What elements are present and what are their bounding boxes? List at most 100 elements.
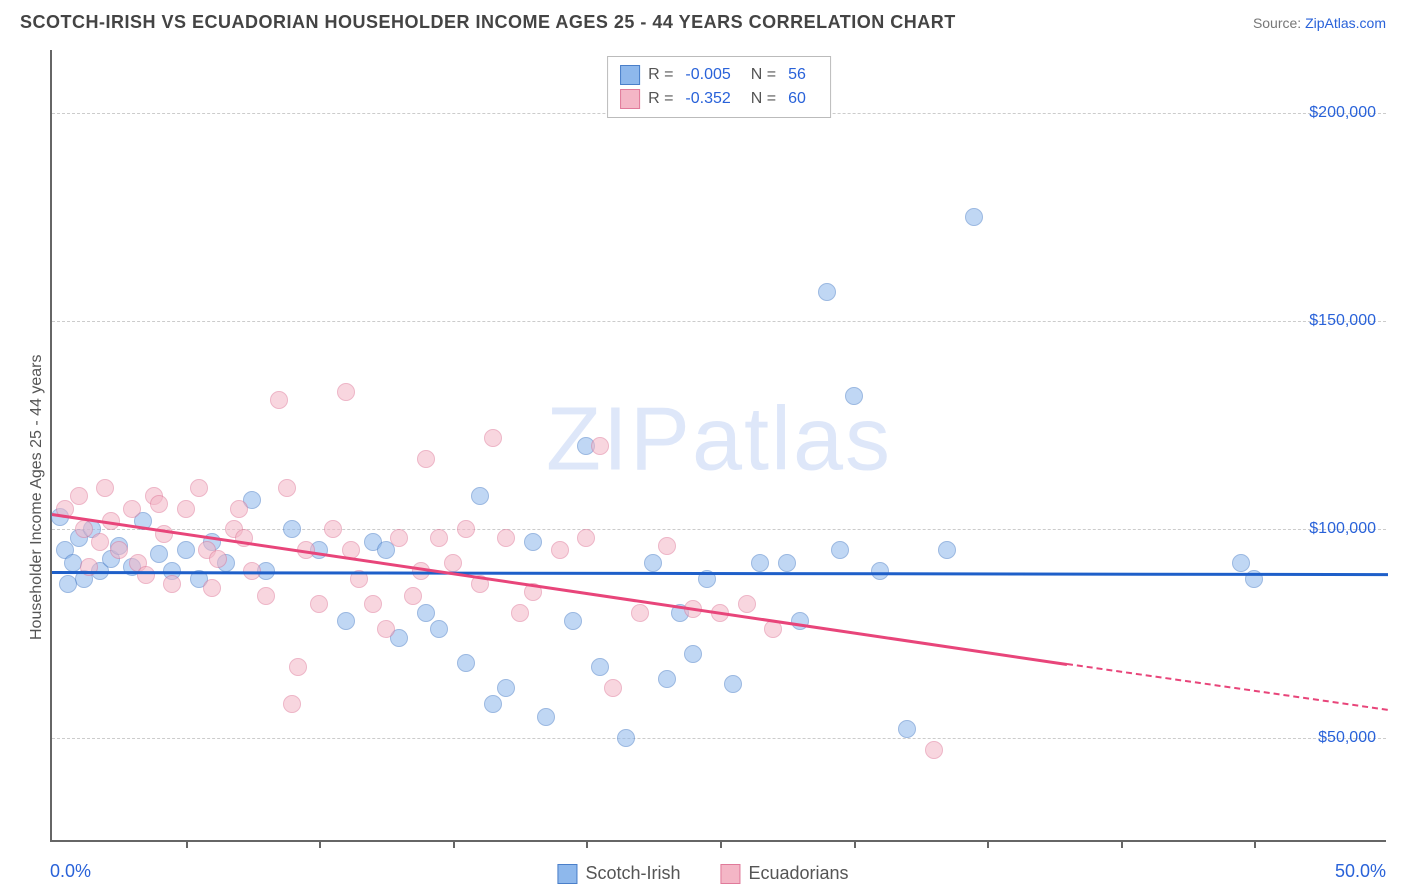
scatter-point	[310, 595, 328, 613]
scatter-point	[270, 391, 288, 409]
scatter-point	[564, 612, 582, 630]
scatter-point	[337, 383, 355, 401]
scatter-point	[377, 620, 395, 638]
legend-r-label: R =	[648, 90, 673, 108]
scatter-point	[644, 554, 662, 572]
legend-r-label: R =	[648, 66, 673, 84]
x-tick	[453, 840, 455, 848]
scatter-point	[177, 541, 195, 559]
x-tick	[319, 840, 321, 848]
y-tick-label: $200,000	[1309, 104, 1376, 122]
y-tick-label: $50,000	[1318, 729, 1376, 747]
x-tick	[1254, 840, 1256, 848]
legend-n-value: 60	[788, 90, 806, 108]
chart-plot-area: $50,000$100,000$150,000$200,000 R =-0.00…	[50, 50, 1386, 842]
scatter-point	[70, 487, 88, 505]
scatter-point	[203, 579, 221, 597]
scatter-point	[871, 562, 889, 580]
scatter-point	[778, 554, 796, 572]
scatter-point	[75, 520, 93, 538]
correlation-legend: R = -0.005 N = 56 R =-0.352N =60	[607, 56, 831, 118]
scatter-point	[337, 612, 355, 630]
scatter-point	[511, 604, 529, 622]
gridline	[52, 529, 1386, 530]
scatter-point	[177, 500, 195, 518]
scatter-point	[123, 500, 141, 518]
scatter-point	[484, 695, 502, 713]
scatter-point	[91, 533, 109, 551]
scatter-point	[577, 529, 595, 547]
series-legend: Scotch-Irish Ecuadorians	[557, 863, 848, 884]
scatter-plot: $50,000$100,000$150,000$200,000	[52, 50, 1386, 840]
scatter-point	[190, 479, 208, 497]
scatter-point	[444, 554, 462, 572]
scatter-point	[497, 529, 515, 547]
x-tick	[186, 840, 188, 848]
scatter-point	[163, 575, 181, 593]
scatter-point	[551, 541, 569, 559]
legend-label: Scotch-Irish	[585, 863, 680, 884]
scatter-point	[845, 387, 863, 405]
scatter-point	[591, 658, 609, 676]
scatter-point	[818, 283, 836, 301]
x-tick	[720, 840, 722, 848]
scatter-point	[751, 554, 769, 572]
scatter-point	[831, 541, 849, 559]
scatter-point	[898, 720, 916, 738]
legend-swatch	[557, 864, 577, 884]
scatter-point	[278, 479, 296, 497]
scatter-point	[604, 679, 622, 697]
source-link[interactable]: ZipAtlas.com	[1305, 15, 1386, 31]
scatter-point	[497, 679, 515, 697]
legend-row: R =-0.352N =60	[620, 87, 818, 111]
scatter-point	[257, 587, 275, 605]
scatter-point	[283, 520, 301, 538]
scatter-point	[110, 541, 128, 559]
x-axis-max-label: 50.0%	[1335, 861, 1386, 882]
scatter-point	[1232, 554, 1250, 572]
scatter-point	[324, 520, 342, 538]
legend-item: Scotch-Irish	[557, 863, 680, 884]
scatter-point	[938, 541, 956, 559]
scatter-point	[471, 487, 489, 505]
scatter-point	[617, 729, 635, 747]
scatter-point	[137, 566, 155, 584]
legend-swatch	[620, 89, 640, 109]
scatter-point	[457, 520, 475, 538]
chart-title: SCOTCH-IRISH VS ECUADORIAN HOUSEHOLDER I…	[20, 12, 956, 33]
scatter-point	[457, 654, 475, 672]
scatter-point	[289, 658, 307, 676]
y-tick-label: $150,000	[1309, 312, 1376, 330]
scatter-point	[658, 670, 676, 688]
scatter-point	[965, 208, 983, 226]
scatter-point	[417, 604, 435, 622]
scatter-point	[417, 450, 435, 468]
legend-row: R = -0.005 N = 56	[620, 63, 818, 87]
scatter-point	[150, 545, 168, 563]
legend-r-value: -0.005	[685, 66, 730, 84]
scatter-point	[209, 550, 227, 568]
legend-n-value: 56	[788, 66, 806, 84]
x-tick	[987, 840, 989, 848]
gridline	[52, 321, 1386, 322]
x-tick	[854, 840, 856, 848]
legend-label: Ecuadorians	[748, 863, 848, 884]
gridline	[52, 738, 1386, 739]
scatter-point	[631, 604, 649, 622]
scatter-point	[364, 595, 382, 613]
trend-line	[1067, 663, 1388, 711]
scatter-point	[724, 675, 742, 693]
legend-swatch	[720, 864, 740, 884]
source-prefix: Source:	[1253, 15, 1305, 31]
scatter-point	[430, 529, 448, 547]
legend-n-label: N =	[751, 66, 776, 84]
scatter-point	[925, 741, 943, 759]
x-tick	[586, 840, 588, 848]
scatter-point	[150, 495, 168, 513]
x-axis-min-label: 0.0%	[50, 861, 91, 882]
scatter-point	[390, 529, 408, 547]
scatter-point	[591, 437, 609, 455]
scatter-point	[484, 429, 502, 447]
scatter-point	[658, 537, 676, 555]
scatter-point	[96, 479, 114, 497]
